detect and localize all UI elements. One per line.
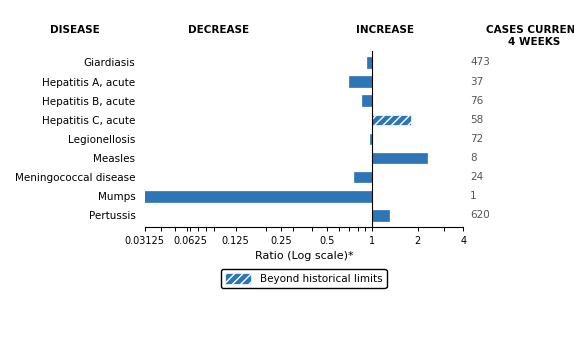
Bar [372,153,427,163]
X-axis label: Ratio (Log scale)*: Ratio (Log scale)* [255,251,353,261]
Text: INCREASE: INCREASE [355,25,414,35]
Text: DISEASE: DISEASE [50,25,99,35]
Bar [144,191,372,202]
Bar [354,172,372,183]
Text: 620: 620 [470,210,490,220]
Text: 24: 24 [470,172,483,182]
Text: DECREASE: DECREASE [188,25,249,35]
Bar [362,95,372,106]
Bar [372,114,411,125]
Text: 8: 8 [470,153,477,163]
Bar [370,134,372,144]
Bar [372,210,390,221]
Text: 72: 72 [470,134,483,144]
Bar [349,76,372,87]
Text: CASES CURRENT
4 WEEKS: CASES CURRENT 4 WEEKS [486,25,574,47]
Text: 1: 1 [470,191,477,201]
Text: 473: 473 [470,58,490,67]
Bar [367,57,372,68]
Text: 37: 37 [470,77,483,87]
Text: 58: 58 [470,115,483,125]
Legend: Beyond historical limits: Beyond historical limits [221,269,386,288]
Text: 76: 76 [470,96,483,106]
